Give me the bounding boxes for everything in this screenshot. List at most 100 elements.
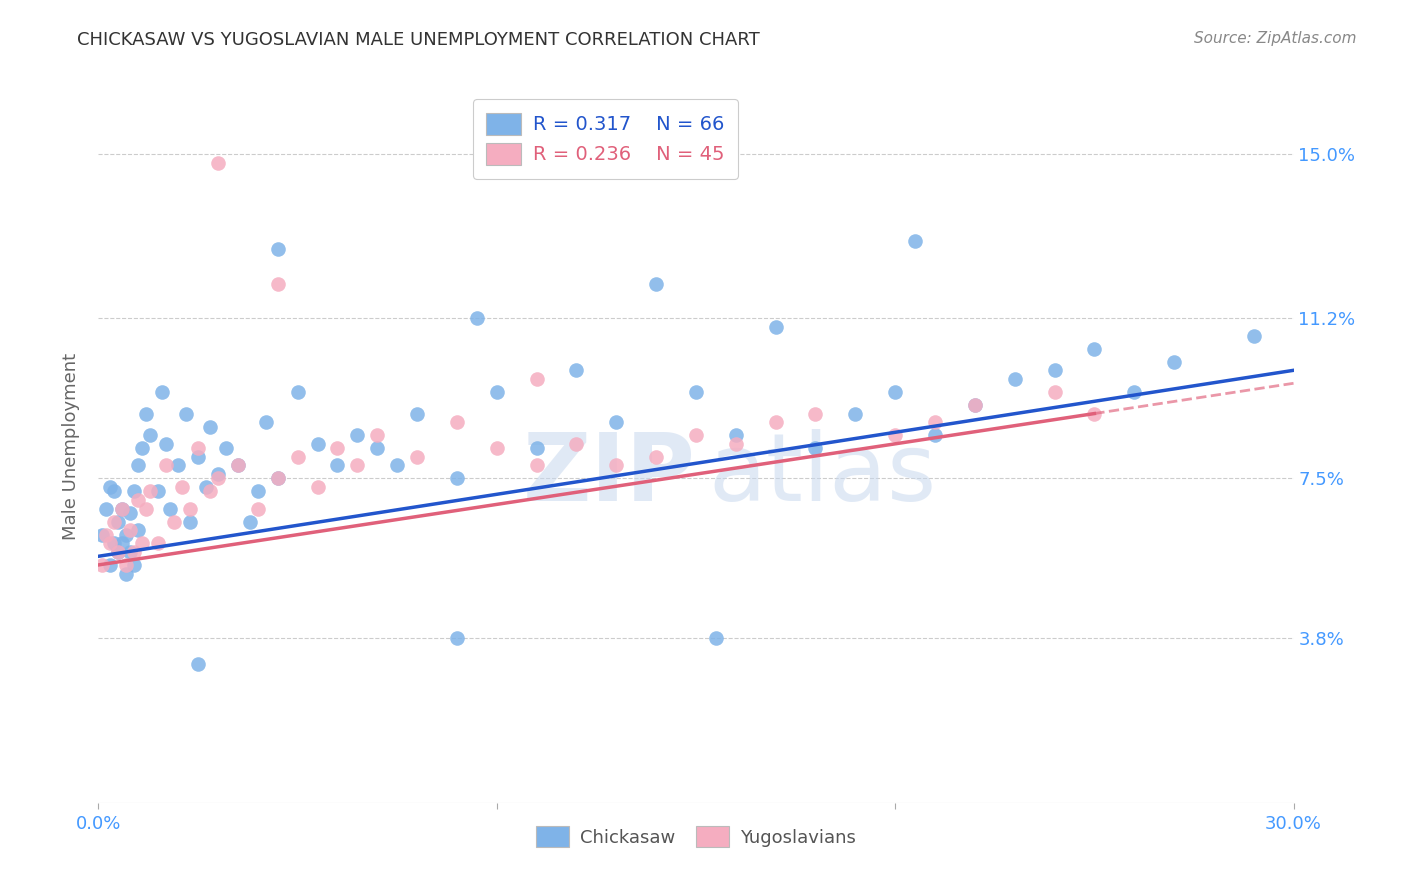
Point: [148, 484, 170, 499]
Point: [287, 384, 309, 399]
Point: [124, 558, 146, 572]
Point: [98, 558, 122, 572]
Point: [246, 484, 269, 499]
Point: [207, 471, 229, 485]
Point: [167, 458, 190, 473]
Point: [172, 480, 194, 494]
Point: [91, 527, 114, 541]
Point: [605, 458, 627, 473]
Point: [446, 415, 468, 429]
Point: [485, 384, 508, 399]
Point: [139, 484, 162, 499]
Point: [904, 234, 927, 248]
Point: [465, 311, 488, 326]
Point: [924, 428, 946, 442]
Point: [115, 566, 138, 581]
Point: [446, 632, 468, 646]
Point: [406, 450, 429, 464]
Text: Source: ZipAtlas.com: Source: ZipAtlas.com: [1194, 31, 1357, 46]
Point: [246, 501, 269, 516]
Point: [198, 419, 221, 434]
Point: [187, 450, 209, 464]
Point: [174, 407, 197, 421]
Point: [1083, 407, 1105, 421]
Point: [120, 506, 142, 520]
Point: [96, 527, 118, 541]
Point: [724, 437, 747, 451]
Point: [115, 558, 138, 572]
Point: [1163, 354, 1185, 368]
Point: [346, 428, 368, 442]
Point: [326, 441, 349, 455]
Point: [685, 384, 707, 399]
Point: [1123, 384, 1146, 399]
Point: [267, 277, 290, 291]
Point: [179, 515, 201, 529]
Point: [565, 363, 588, 377]
Point: [287, 450, 309, 464]
Point: [267, 471, 290, 485]
Point: [195, 480, 218, 494]
Point: [103, 515, 125, 529]
Point: [111, 501, 134, 516]
Point: [366, 428, 388, 442]
Point: [120, 545, 142, 559]
Point: [884, 384, 907, 399]
Point: [267, 242, 290, 256]
Point: [804, 441, 827, 455]
Point: [485, 441, 508, 455]
Point: [963, 398, 986, 412]
Point: [91, 558, 114, 572]
Point: [346, 458, 368, 473]
Point: [107, 545, 129, 559]
Point: [385, 458, 409, 473]
Point: [127, 524, 149, 538]
Point: [226, 458, 249, 473]
Point: [963, 398, 986, 412]
Point: [120, 524, 142, 538]
Point: [103, 536, 125, 550]
Point: [179, 501, 201, 516]
Point: [526, 372, 548, 386]
Point: [685, 428, 707, 442]
Point: [198, 484, 221, 499]
Point: [107, 515, 129, 529]
Point: [1083, 342, 1105, 356]
Point: [565, 437, 588, 451]
Point: [98, 480, 122, 494]
Point: [924, 415, 946, 429]
Text: ZIP: ZIP: [523, 428, 696, 521]
Point: [804, 407, 827, 421]
Point: [159, 501, 181, 516]
Point: [765, 415, 787, 429]
Point: [115, 527, 138, 541]
Point: [131, 536, 153, 550]
Point: [124, 484, 146, 499]
Text: CHICKASAW VS YUGOSLAVIAN MALE UNEMPLOYMENT CORRELATION CHART: CHICKASAW VS YUGOSLAVIAN MALE UNEMPLOYME…: [77, 31, 761, 49]
Point: [127, 458, 149, 473]
Point: [215, 441, 238, 455]
Point: [98, 536, 122, 550]
Point: [724, 428, 747, 442]
Point: [446, 471, 468, 485]
Legend: Chickasaw, Yugoslavians: Chickasaw, Yugoslavians: [526, 815, 866, 858]
Point: [96, 501, 118, 516]
Y-axis label: Male Unemployment: Male Unemployment: [62, 352, 80, 540]
Point: [605, 415, 627, 429]
Point: [131, 441, 153, 455]
Point: [1004, 372, 1026, 386]
Point: [207, 467, 229, 482]
Point: [366, 441, 388, 455]
Point: [155, 437, 177, 451]
Point: [326, 458, 349, 473]
Point: [1243, 328, 1265, 343]
Point: [163, 515, 186, 529]
Point: [307, 437, 329, 451]
Point: [239, 515, 262, 529]
Point: [207, 155, 229, 169]
Point: [1043, 363, 1066, 377]
Point: [844, 407, 866, 421]
Point: [884, 428, 907, 442]
Point: [406, 407, 429, 421]
Point: [307, 480, 329, 494]
